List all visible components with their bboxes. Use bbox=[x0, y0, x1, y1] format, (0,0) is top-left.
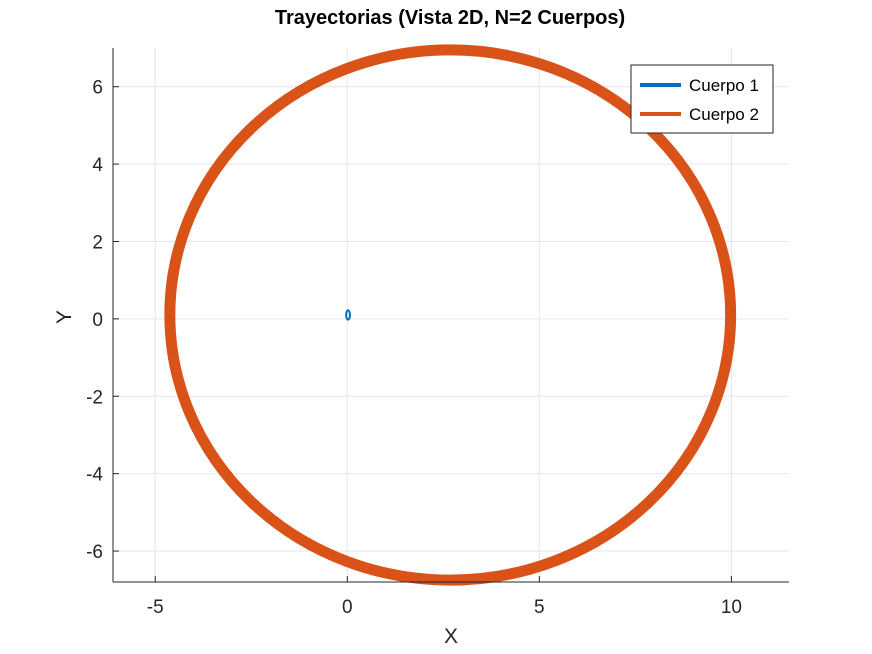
x-tick-label: 0 bbox=[342, 597, 353, 618]
y-tick-label: 6 bbox=[92, 78, 103, 99]
series-cuerpo-1 bbox=[345, 309, 351, 321]
y-tick-label: 4 bbox=[92, 155, 103, 176]
x-axis-label: X bbox=[444, 625, 458, 648]
series-cuerpo-2 bbox=[164, 44, 737, 586]
y-tick-label: 0 bbox=[92, 310, 103, 331]
y-tick-label: 2 bbox=[92, 232, 103, 253]
x-tick-label: 10 bbox=[721, 597, 742, 618]
legend-label-cuerpo-1: Cuerpo 1 bbox=[689, 76, 759, 95]
legend-box bbox=[630, 64, 774, 134]
tick-labels: -5 0 5 10 -6 -4 -2 0 2 4 6 bbox=[86, 78, 742, 618]
orbit-path bbox=[164, 44, 737, 586]
chart-title: Trayectorias (Vista 2D, N=2 Cuerpos) bbox=[275, 7, 625, 29]
legend: Cuerpo 1 Cuerpo 2 bbox=[630, 64, 774, 134]
y-tick-label: -6 bbox=[86, 542, 103, 563]
legend-label-cuerpo-2: Cuerpo 2 bbox=[689, 105, 759, 124]
y-axis-label: Y bbox=[53, 310, 76, 324]
axes bbox=[112, 48, 789, 583]
x-tick-label: 5 bbox=[534, 597, 545, 618]
y-tick-label: -2 bbox=[86, 387, 103, 408]
y-tick-label: -4 bbox=[86, 465, 103, 486]
orbit-path bbox=[345, 309, 351, 321]
plot-series bbox=[164, 44, 737, 586]
x-tick-label: -5 bbox=[147, 597, 164, 618]
